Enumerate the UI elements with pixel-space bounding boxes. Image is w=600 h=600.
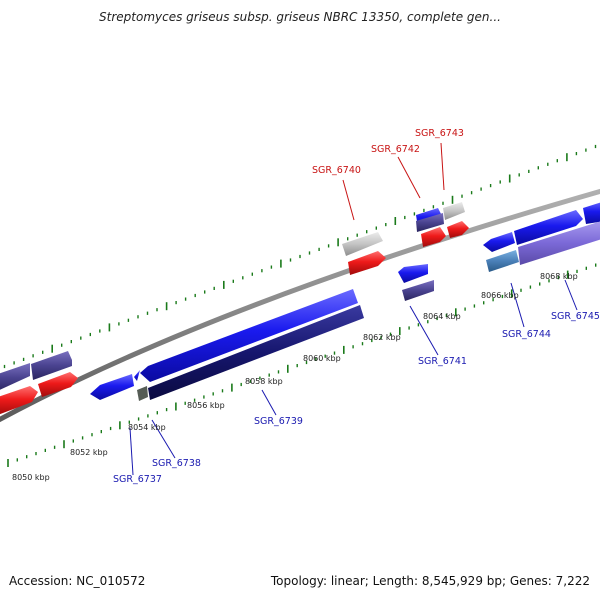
gene-label-sgr-6745[interactable]: SGR_6745: [551, 311, 600, 322]
kbp-label: 8068 kbp: [540, 272, 578, 281]
kbp-labels: 8050 kbp 8052 kbp 8054 kbp 8056 kbp 8058…: [12, 272, 578, 482]
gene-arrow-sgr-6741b[interactable]: [402, 280, 434, 301]
kbp-label: 8050 kbp: [12, 473, 50, 482]
kbp-label: 8052 kbp: [70, 448, 108, 457]
map-title: Streptomyces griseus subsp. griseus NBRC…: [99, 10, 501, 24]
gene-arrow-sgr-6737[interactable]: [90, 374, 134, 400]
kbp-label: 8062 kbp: [363, 333, 401, 342]
kbp-label: 8054 kbp: [128, 423, 166, 432]
gene-label-sgr-6739[interactable]: SGR_6739: [254, 416, 303, 427]
gene-arrow-sgr-6744-blue[interactable]: [483, 232, 515, 252]
kbp-label: 8064 kbp: [423, 312, 461, 321]
lower-tick-track: [7, 263, 597, 467]
gene-label-sgr-6743[interactable]: SGR_6743: [415, 128, 464, 139]
gene-label-sgr-6742[interactable]: SGR_6742: [371, 144, 420, 155]
gene-arrow-left-slate-2[interactable]: [31, 351, 72, 380]
callout-lines: [129, 142, 578, 476]
gene-arrow-sgr-6740-red[interactable]: [348, 251, 386, 275]
gene-label-sgr-6741[interactable]: SGR_6741: [418, 356, 467, 367]
gene-arrow-sgr-6738-dark[interactable]: [137, 386, 148, 401]
kbp-label: 8058 kbp: [245, 377, 283, 386]
gene-arrow-sgr-6744[interactable]: [486, 250, 519, 272]
kbp-label: 8056 kbp: [187, 401, 225, 410]
gene-arrow-left-red-2[interactable]: [38, 372, 78, 397]
gene-arrow-sgr-6745[interactable]: [518, 220, 600, 265]
gene-arrow-large-blue[interactable]: [140, 289, 358, 382]
gene-label-sgr-6738[interactable]: SGR_6738: [152, 458, 201, 469]
upper-tick-track: [3, 144, 597, 369]
gene-arrow-sgr-6737b[interactable]: [134, 370, 140, 381]
topology-summary: Topology: linear; Length: 8,545,929 bp; …: [270, 574, 590, 588]
gene-arrow-sgr-6741[interactable]: [398, 264, 428, 283]
gene-arrow-left-red[interactable]: [0, 386, 38, 416]
kbp-label: 8060 kbp: [303, 354, 341, 363]
gene-arrow-left-slate[interactable]: [0, 363, 30, 392]
gene-arrow-sgr-6744-forward[interactable]: [514, 210, 583, 245]
kbp-label: 8066 kbp: [481, 291, 519, 300]
gene-arrow-sgr-6745-forward[interactable]: [583, 201, 600, 224]
gene-arrow-sgr-6743-red[interactable]: [447, 221, 469, 238]
accession-text: Accession: NC_010572: [9, 574, 146, 588]
gene-arrow-sgr-6740[interactable]: [342, 232, 383, 256]
gene-label-sgr-6744[interactable]: SGR_6744: [502, 329, 551, 340]
gene-label-sgr-6737[interactable]: SGR_6737: [113, 474, 162, 485]
gene-arrow-sgr-6742-red[interactable]: [421, 227, 446, 247]
gene-label-sgr-6740[interactable]: SGR_6740: [312, 165, 361, 176]
genome-backbone: [0, 188, 600, 423]
gene-arrow-sgr-6739[interactable]: [148, 305, 364, 400]
gene-arrow-sgr-6743[interactable]: [443, 202, 465, 220]
gene-labels: SGR_6737 SGR_6738 SGR_6739 SGR_6740 SGR_…: [113, 128, 600, 485]
gene-arrow-sgr-6742-slate[interactable]: [416, 213, 444, 232]
